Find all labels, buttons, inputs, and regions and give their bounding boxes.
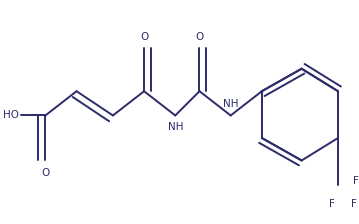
Text: NH: NH <box>168 122 183 132</box>
Text: F: F <box>329 199 335 209</box>
Text: HO: HO <box>4 110 19 121</box>
Text: O: O <box>195 32 204 42</box>
Text: O: O <box>140 32 148 42</box>
Text: NH: NH <box>223 99 238 109</box>
Text: O: O <box>41 168 50 178</box>
Text: F: F <box>353 176 358 186</box>
Text: F: F <box>351 199 357 209</box>
